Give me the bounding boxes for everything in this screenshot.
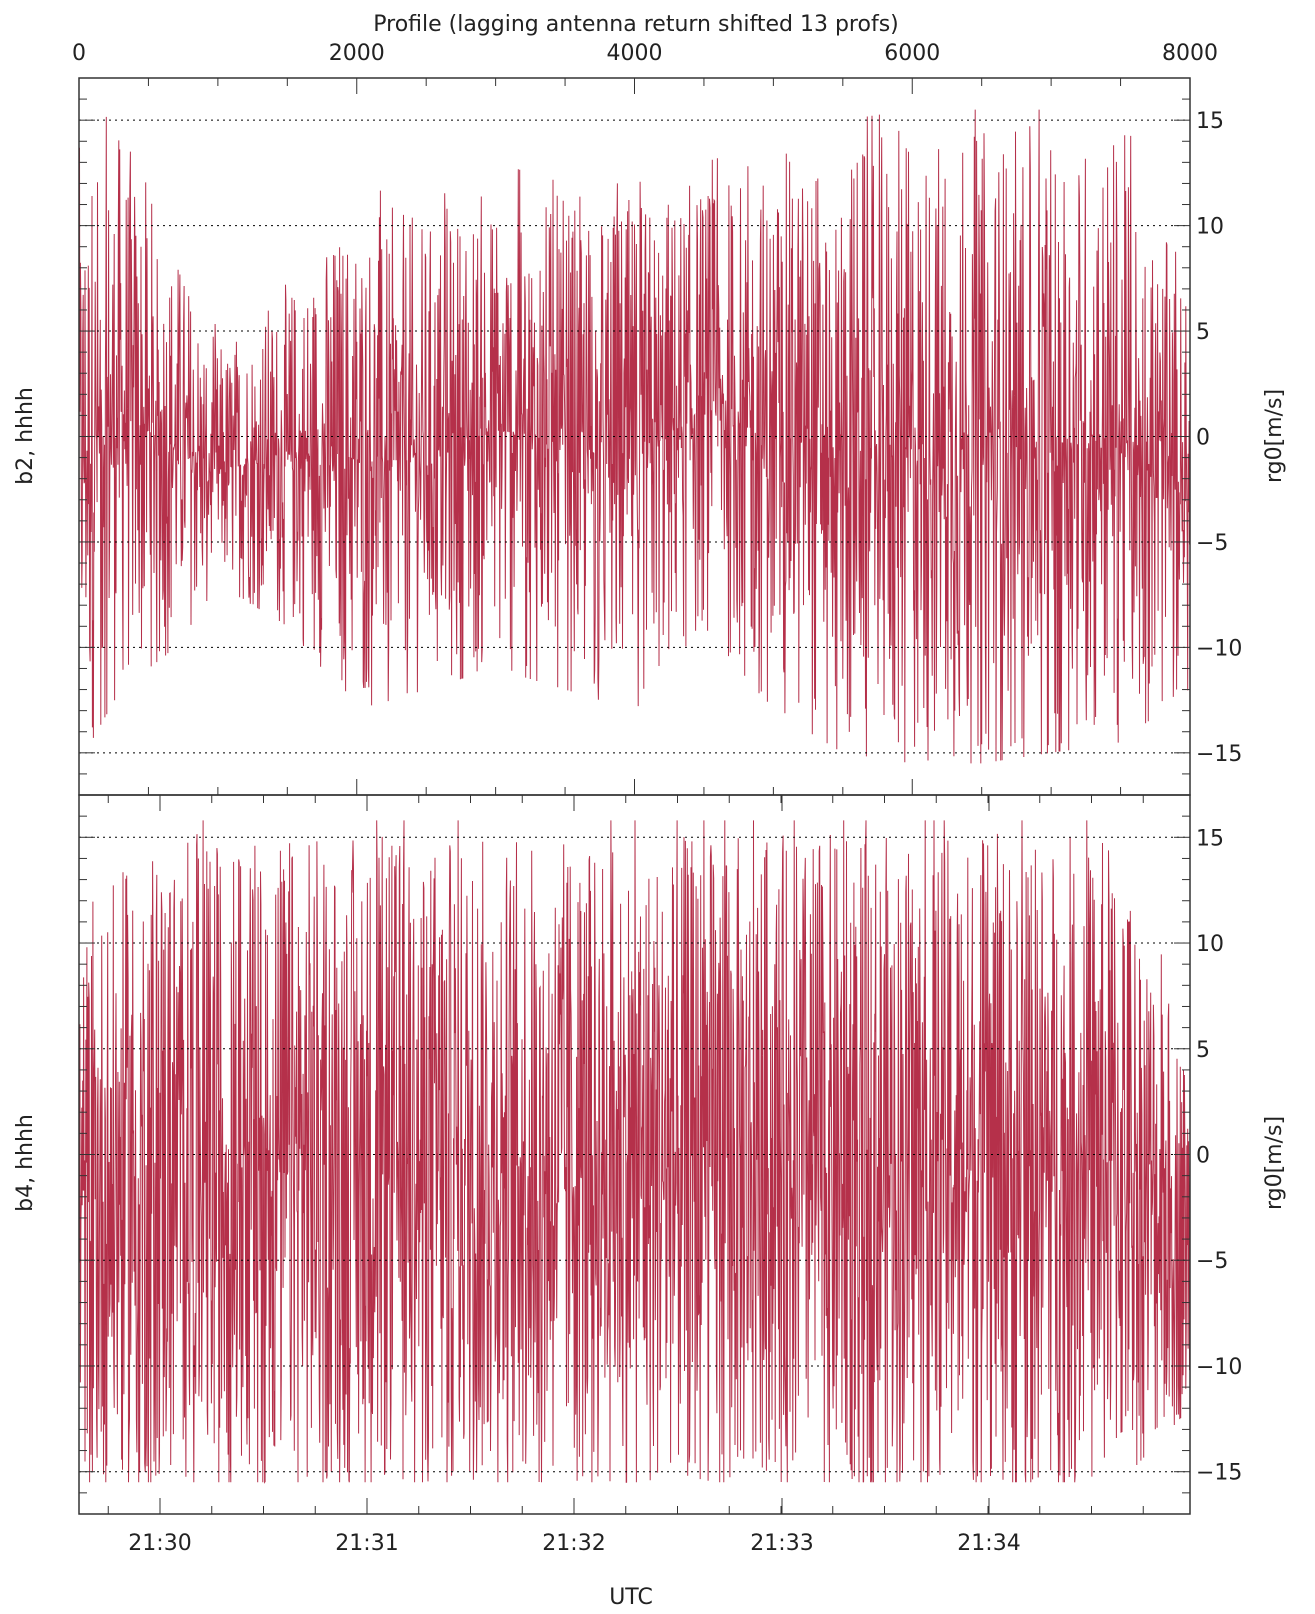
top-ytick-label-6: −15 xyxy=(1196,742,1242,767)
bottom-ytick-label-2: 5 xyxy=(1196,1038,1210,1063)
bottom-ytick-label-4: −5 xyxy=(1196,1249,1228,1274)
top-panel-tick-labels: 15 10 5 0 −5 −10 −15 0 2000 4000 6000 8000 xyxy=(72,41,1242,767)
top-panel-gridlines xyxy=(79,119,1190,754)
bottom-panel-series xyxy=(78,820,1191,1484)
top-series-line xyxy=(78,109,1191,764)
top-panel-ticks xyxy=(78,78,1191,795)
top-xtick-label-4: 8000 xyxy=(1162,41,1218,66)
bottom-ytick-label-1: 10 xyxy=(1196,932,1224,957)
top-panel-series xyxy=(78,109,1191,764)
bottom-xtick-label-1: 21:31 xyxy=(335,1531,398,1556)
top-panel-left-label: b2, hhhh xyxy=(13,387,38,485)
bottom-series-line xyxy=(78,820,1191,1484)
bottom-axis-title: UTC xyxy=(609,1585,653,1610)
top-ytick-label-2: 5 xyxy=(1196,320,1210,345)
top-ytick-label-0: 15 xyxy=(1196,109,1224,134)
bottom-ytick-label-5: −10 xyxy=(1196,1355,1242,1380)
bottom-panel-tick-labels: 15 10 5 0 −5 −10 −15 21:30 21:31 21:32 21:33 21:34 xyxy=(128,826,1242,1556)
top-xtick-label-2: 4000 xyxy=(607,41,663,66)
top-ytick-label-5: −10 xyxy=(1196,636,1242,661)
top-axis-title: Profile (lagging antenna return shifted … xyxy=(373,12,899,37)
bottom-panel-right-label: rg0[m/s] xyxy=(1262,1116,1287,1210)
bottom-xtick-label-4: 21:34 xyxy=(957,1531,1020,1556)
top-xtick-label-3: 6000 xyxy=(884,41,940,66)
bottom-xtick-label-3: 21:33 xyxy=(750,1531,813,1556)
bottom-xtick-label-0: 21:30 xyxy=(128,1531,191,1556)
bottom-panel-gridlines xyxy=(79,836,1190,1473)
bottom-ytick-label-0: 15 xyxy=(1196,826,1224,851)
bottom-panel-left-label: b4, hhhh xyxy=(13,1114,38,1212)
top-ytick-label-1: 10 xyxy=(1196,215,1224,240)
top-ytick-label-4: −5 xyxy=(1196,531,1228,556)
bottom-ytick-label-3: 0 xyxy=(1196,1144,1210,1169)
top-ytick-label-3: 0 xyxy=(1196,426,1210,451)
bottom-ytick-label-6: −15 xyxy=(1196,1461,1242,1486)
top-xtick-label-0: 0 xyxy=(72,41,86,66)
bottom-xtick-label-2: 21:32 xyxy=(542,1531,605,1556)
bottom-panel-ticks xyxy=(79,795,1190,1514)
top-panel: 15 10 5 0 −5 −10 −15 0 2000 4000 6000 8000 b2, hhhh… xyxy=(13,41,1287,796)
top-xtick-label-1: 2000 xyxy=(329,41,385,66)
top-panel-right-label: rg0[m/s] xyxy=(1262,389,1287,483)
